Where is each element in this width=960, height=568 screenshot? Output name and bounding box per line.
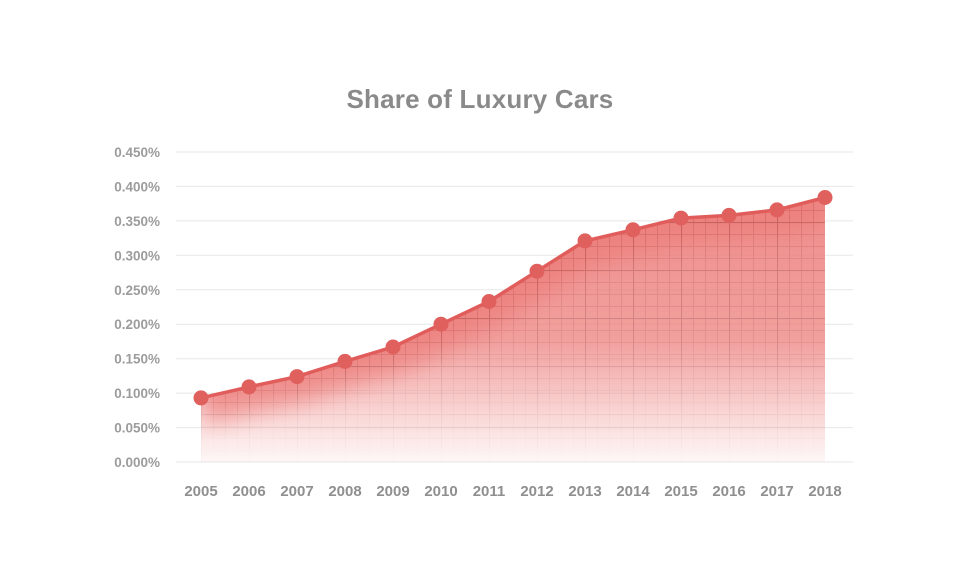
x-tick-label: 2013 <box>568 483 601 500</box>
x-tick-label: 2017 <box>760 483 793 500</box>
x-tick-label: 2014 <box>616 483 650 500</box>
y-tick-label: 0.050% <box>114 421 160 436</box>
grid: 0.000% 0.050% 0.100% 0.150% 0.200% 0.250% 0.30… <box>114 145 853 470</box>
x-tick-label: 2010 <box>424 483 457 500</box>
x-tick-label: 2012 <box>520 483 553 500</box>
x-tick-label: 2018 <box>808 483 841 500</box>
x-tick-label: 2007 <box>280 483 313 500</box>
y-tick-label: 0.250% <box>114 283 160 298</box>
data-point-marker <box>817 190 833 205</box>
data-point-marker <box>289 369 305 385</box>
x-tick-label: 2009 <box>376 483 409 500</box>
y-tick-label: 0.450% <box>114 145 160 160</box>
x-tick-label: 2016 <box>712 483 745 500</box>
data-point-marker <box>529 263 545 279</box>
y-tick-label: 0.000% <box>114 455 160 470</box>
data-point-marker <box>337 353 353 369</box>
data-point-marker <box>721 207 737 223</box>
x-tick-label: 2006 <box>232 483 265 500</box>
y-tick-label: 0.300% <box>114 248 160 263</box>
x-tick-label: 2011 <box>473 483 506 500</box>
chart-title: Share of Luxury Cars <box>346 84 614 114</box>
y-tick-label: 0.150% <box>114 352 160 367</box>
data-point-marker <box>625 222 641 238</box>
data-point-marker <box>241 379 257 395</box>
y-tick-label: 0.400% <box>114 179 160 194</box>
y-tick-label: 0.350% <box>114 214 160 229</box>
x-tick-label: 2005 <box>184 483 217 500</box>
x-tick-label: 2008 <box>328 483 361 500</box>
data-point-marker <box>673 210 689 226</box>
data-point-marker <box>433 316 449 332</box>
data-point-marker <box>481 294 497 309</box>
data-point-marker <box>577 233 593 249</box>
data-point-marker <box>769 202 785 218</box>
x-tick-label: 2015 <box>664 483 697 500</box>
data-point-marker <box>193 390 209 406</box>
area-fill <box>201 197 825 462</box>
trend-line <box>199 195 827 400</box>
y-tick-label: 0.200% <box>114 317 160 332</box>
y-tick-label: 0.100% <box>114 386 160 401</box>
data-point-marker <box>385 339 401 355</box>
